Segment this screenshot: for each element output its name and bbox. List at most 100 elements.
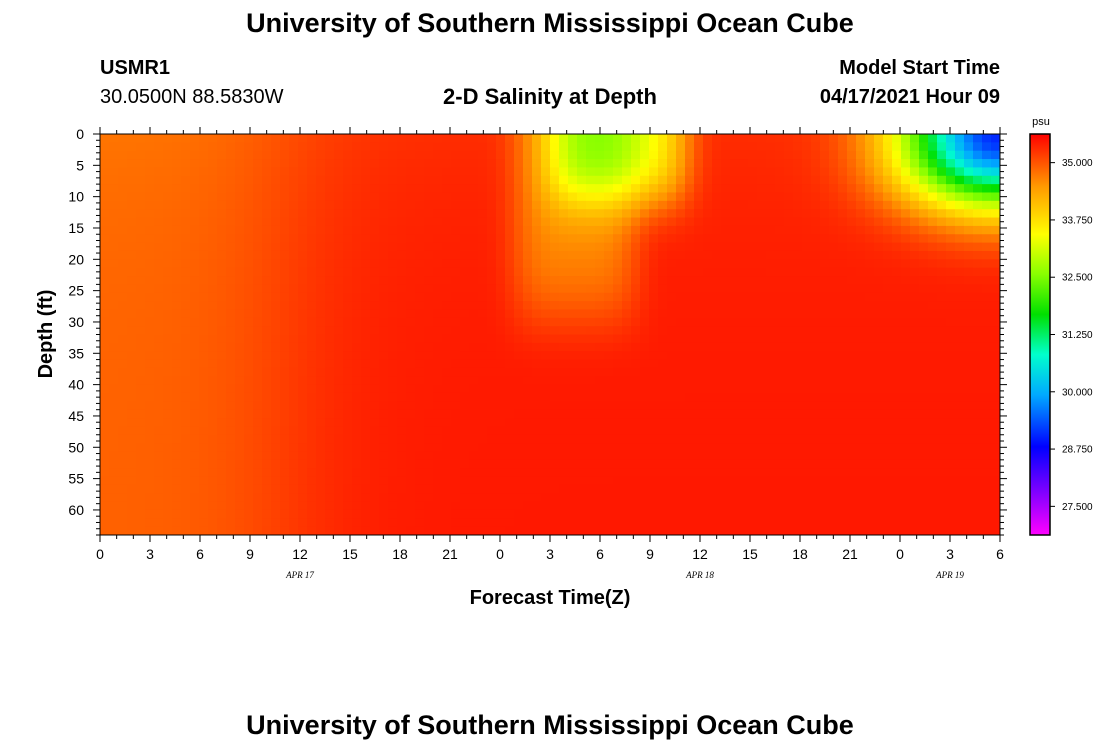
heatmap-cell — [235, 317, 245, 327]
heatmap-cell — [604, 342, 614, 352]
heatmap-cell — [874, 242, 884, 252]
heatmap-cell — [388, 142, 398, 152]
heatmap-cell — [406, 142, 416, 152]
heatmap-cell — [892, 468, 902, 478]
heatmap-cell — [658, 342, 668, 352]
heatmap-cell — [217, 468, 227, 478]
heatmap-cell — [982, 167, 992, 177]
heatmap-cell — [460, 426, 470, 436]
heatmap-cell — [973, 443, 983, 453]
heatmap-cell — [883, 167, 893, 177]
heatmap-cell — [397, 192, 407, 202]
heatmap-cell — [127, 526, 137, 535]
heatmap-cell — [577, 301, 587, 311]
heatmap-cell — [685, 317, 695, 327]
heatmap-cell — [550, 267, 560, 277]
heatmap-cell — [271, 468, 281, 478]
heatmap-cell — [838, 234, 848, 244]
heatmap-cell — [703, 418, 713, 427]
heatmap-cell — [721, 200, 731, 210]
heatmap-cell — [442, 276, 452, 285]
heatmap-cell — [226, 292, 236, 302]
heatmap-cell — [244, 217, 254, 227]
heatmap-cell — [451, 217, 461, 227]
heatmap-cell — [460, 142, 470, 152]
heatmap-cell — [604, 501, 614, 511]
heatmap-cell — [550, 209, 560, 219]
heatmap-cell — [595, 267, 605, 277]
heatmap-cell — [496, 426, 506, 436]
heatmap-cell — [784, 342, 794, 352]
heatmap-cell — [451, 317, 461, 327]
heatmap-cell — [721, 476, 731, 486]
heatmap-cell — [712, 284, 722, 294]
heatmap-cell — [271, 259, 281, 269]
heatmap-cell — [307, 468, 317, 478]
heatmap-cell — [712, 142, 722, 152]
heatmap-cell — [604, 159, 614, 169]
heatmap-cell — [532, 184, 542, 194]
heatmap-cell — [109, 250, 119, 260]
heatmap-cell — [163, 342, 173, 352]
heatmap-cell — [208, 418, 218, 427]
heatmap-cell — [379, 142, 389, 152]
heatmap-cell — [325, 426, 335, 436]
heatmap-cell — [712, 351, 722, 361]
heatmap-cell — [325, 309, 335, 319]
heatmap-cell — [694, 518, 704, 528]
heatmap-cell — [748, 401, 758, 411]
heatmap-cell — [910, 184, 920, 194]
heatmap-cell — [649, 501, 659, 511]
heatmap-cell — [829, 150, 839, 160]
heatmap-cell — [775, 200, 785, 210]
heatmap-cell — [577, 200, 587, 210]
heatmap-cell — [361, 426, 371, 436]
heatmap-cell — [406, 384, 416, 394]
heatmap-cell — [811, 434, 821, 444]
heatmap-cell — [388, 217, 398, 227]
heatmap-cell — [694, 476, 704, 486]
heatmap-cell — [973, 476, 983, 486]
heatmap-cell — [865, 476, 875, 486]
heatmap-cell — [388, 134, 398, 143]
heatmap-cell — [658, 200, 668, 210]
heatmap-cell — [820, 175, 830, 185]
heatmap-cell — [109, 334, 119, 344]
heatmap-cell — [262, 250, 272, 260]
date-label: APR 19 — [935, 570, 964, 580]
heatmap-cell — [433, 351, 443, 361]
heatmap-cell — [469, 434, 479, 444]
heatmap-cell — [676, 334, 686, 344]
heatmap-cell — [343, 175, 353, 185]
heatmap-cell — [586, 493, 596, 503]
heatmap-cell — [631, 276, 641, 285]
heatmap-cell — [703, 484, 713, 494]
heatmap-cell — [874, 509, 884, 519]
heatmap-cell — [208, 184, 218, 194]
heatmap-cell — [109, 518, 119, 528]
heatmap-cell — [559, 351, 569, 361]
heatmap-cell — [874, 443, 884, 453]
heatmap-cell — [874, 493, 884, 503]
heatmap-cell — [406, 301, 416, 311]
heatmap-cell — [190, 284, 200, 294]
heatmap-cell — [937, 267, 947, 277]
heatmap-cell — [955, 276, 965, 285]
heatmap-cell — [865, 175, 875, 185]
heatmap-cell — [487, 509, 497, 519]
heatmap-cell — [136, 301, 146, 311]
heatmap-cell — [361, 301, 371, 311]
heatmap-cell — [874, 451, 884, 461]
heatmap-cell — [451, 501, 461, 511]
heatmap-cell — [244, 359, 254, 369]
heatmap-cell — [793, 493, 803, 503]
heatmap-cell — [667, 518, 677, 528]
heatmap-cell — [451, 175, 461, 185]
heatmap-cell — [955, 518, 965, 528]
heatmap-cell — [424, 418, 434, 427]
heatmap-cell — [406, 292, 416, 302]
heatmap-cell — [352, 250, 362, 260]
heatmap-cell — [955, 134, 965, 143]
heatmap-cell — [271, 175, 281, 185]
